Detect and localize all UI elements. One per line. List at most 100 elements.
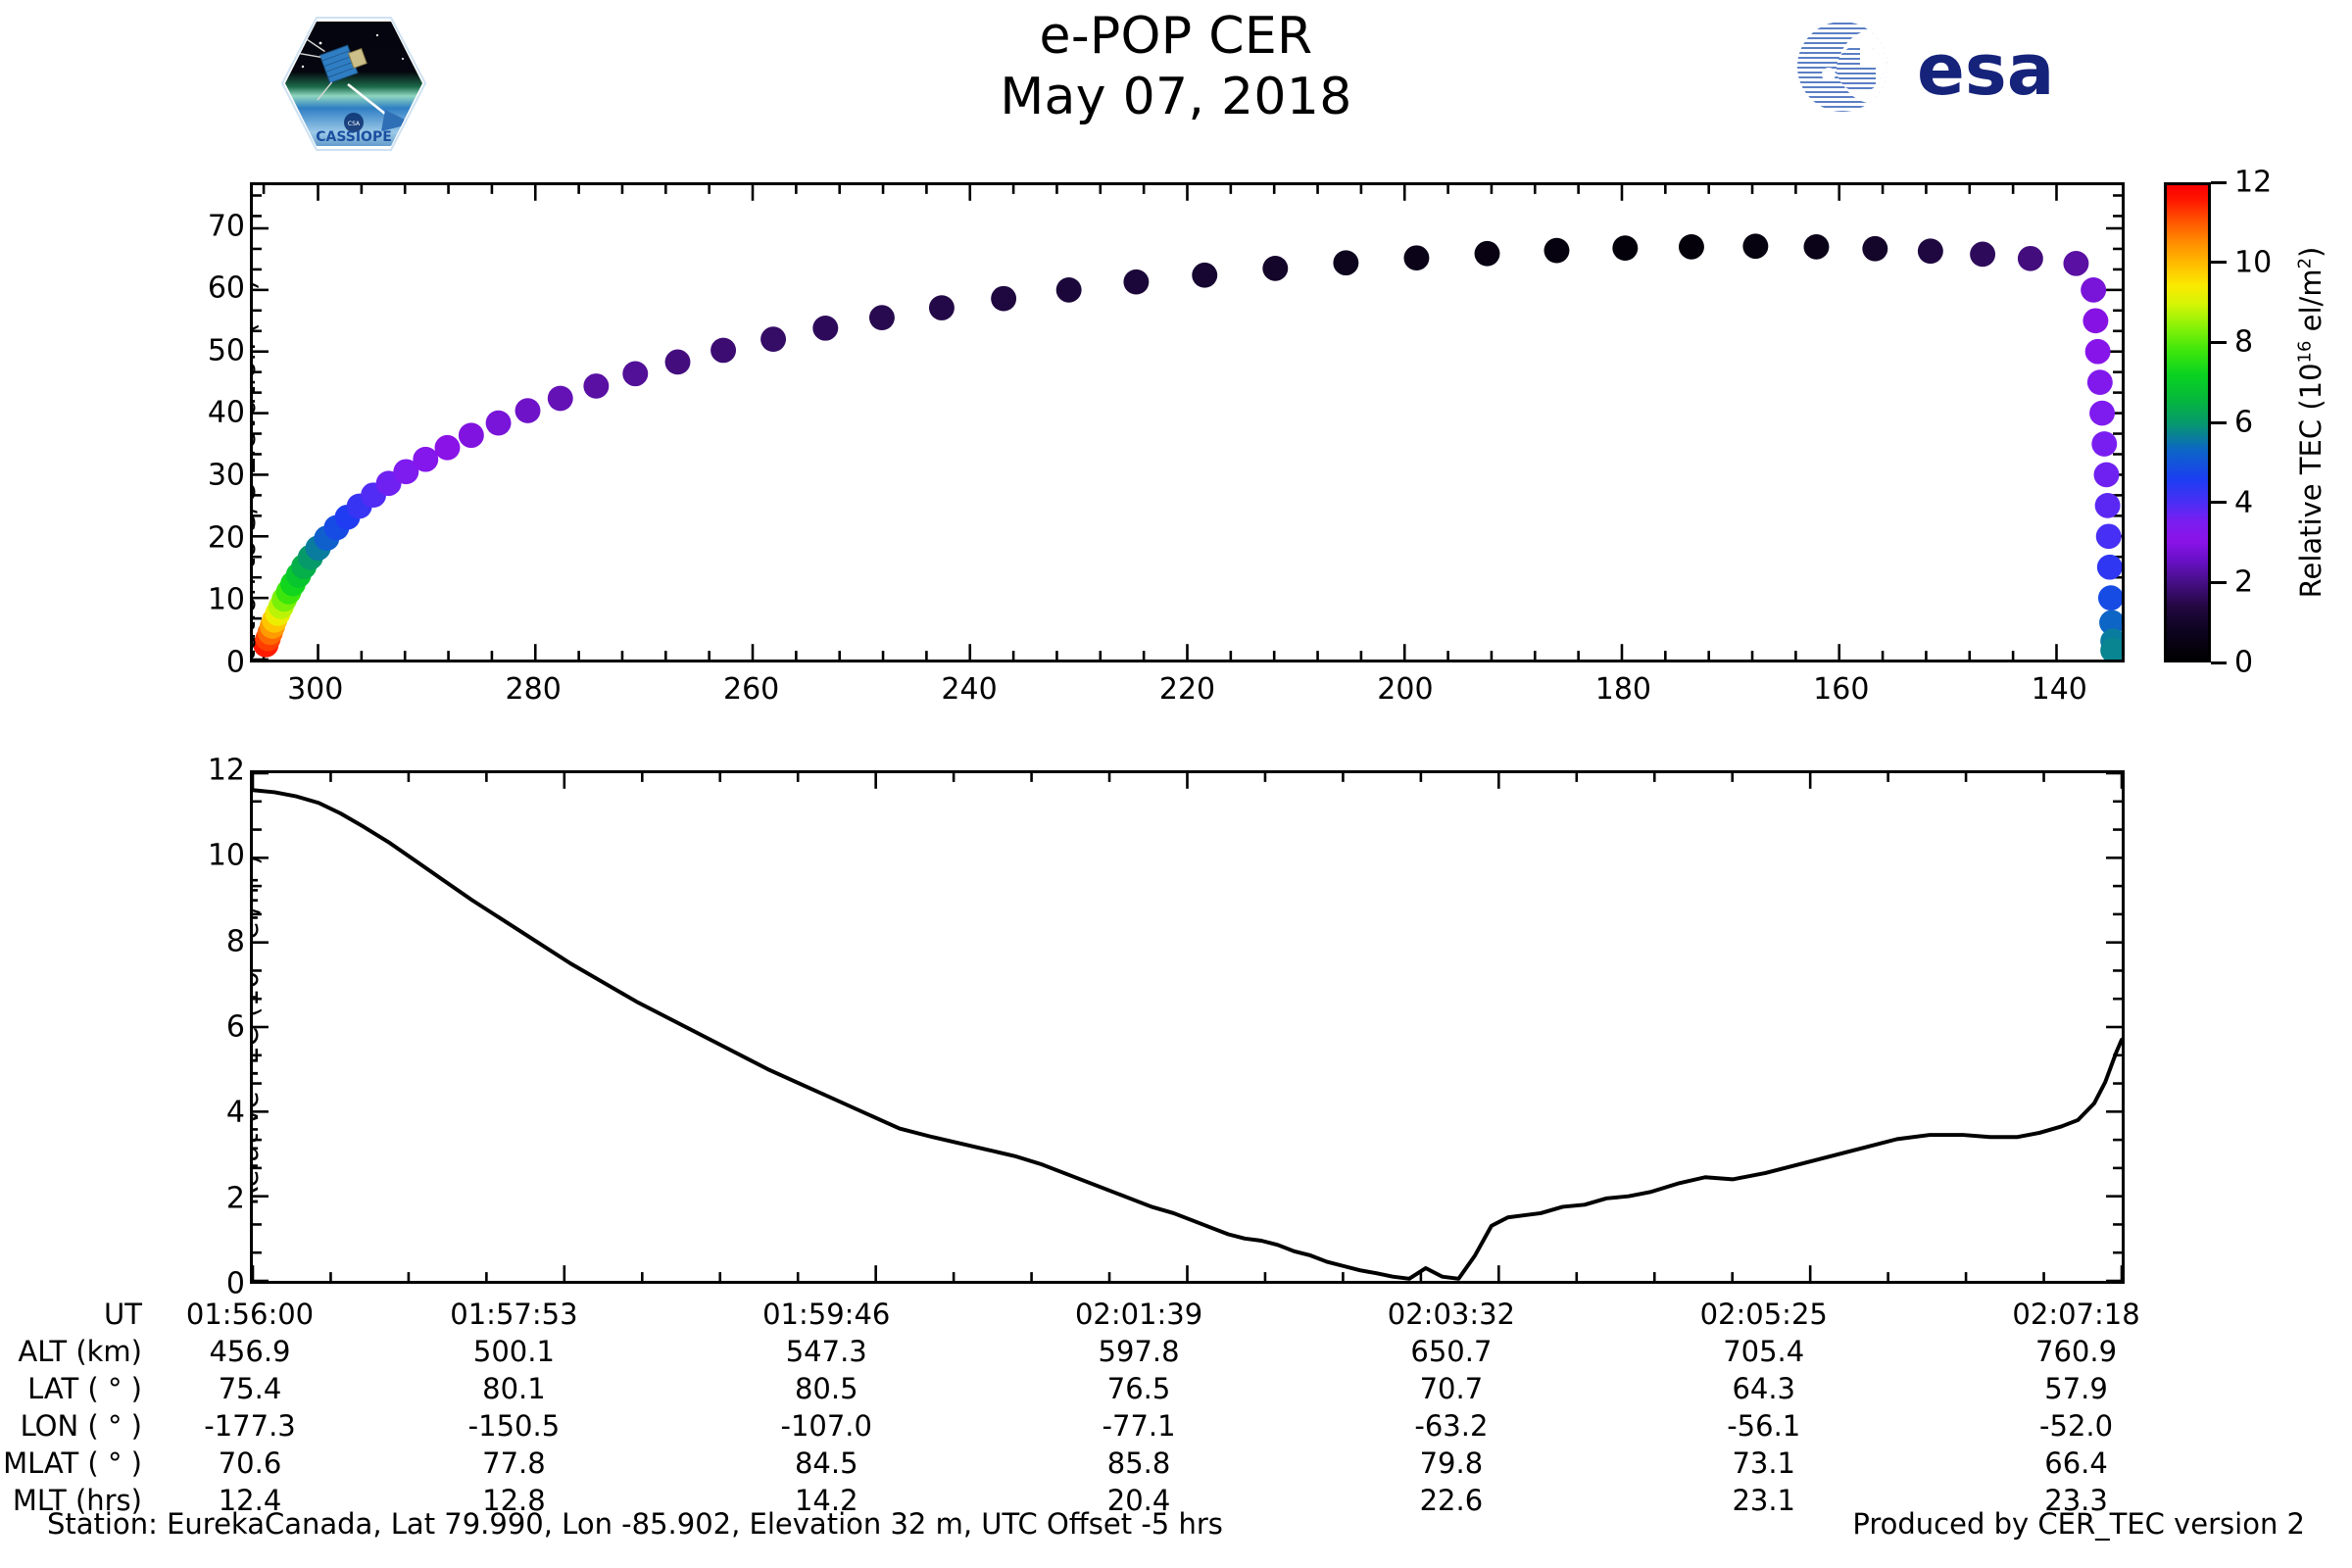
bottom-y-tick-label: 10 (207, 838, 245, 873)
top-y-tick-label: 50 (207, 333, 245, 368)
table-cell: 23.3 (2044, 1484, 2108, 1517)
bottom-y-tick-label: 2 (225, 1181, 245, 1216)
table-cell: -77.1 (1102, 1409, 1176, 1443)
page-subtitle-date: May 07, 2018 (1000, 68, 1352, 126)
table-row: LAT ( ° ) 75.4 80.1 80.5 76.5 70.7 64.3 57.9 (0, 1370, 2232, 1407)
top-y-tick-label: 70 (207, 209, 245, 244)
table-cell: 705.4 (1723, 1335, 1805, 1368)
table-cell: 80.1 (482, 1372, 546, 1405)
table-cell: 66.4 (2044, 1446, 2108, 1480)
colorbar-tick-label: 10 (2234, 245, 2273, 280)
cassiope-logo-caption: CASSIOPE (316, 129, 392, 145)
colorbar-tick-label: 6 (2234, 405, 2254, 440)
table-cell: 01:59:46 (762, 1298, 891, 1331)
table-cell: 70.7 (1419, 1372, 1484, 1405)
table-cell: 597.8 (1098, 1335, 1180, 1368)
top-x-tick-label: 240 (941, 672, 998, 707)
colorbar-tick-label: 2 (2234, 564, 2254, 600)
page-title: e-POP CER (1039, 7, 1313, 66)
table-row: MLT (hrs) 12.4 12.8 14.2 20.4 22.6 23.1 23.3 (0, 1482, 2232, 1519)
bottom-y-tick-label: 12 (207, 753, 245, 788)
colorbar-tick (2211, 261, 2227, 265)
table-cell: 76.5 (1106, 1372, 1171, 1405)
table-cell: 70.6 (218, 1446, 282, 1480)
table-cell: -150.5 (467, 1409, 561, 1443)
esa-logo: esa (1791, 18, 2076, 116)
esa-wordmark: esa (1917, 28, 2054, 111)
page-header: CSA CASSIOPE e-POP CER May 07, 2018 (0, 0, 2352, 167)
table-cell: 02:05:25 (1699, 1298, 1828, 1331)
top-x-tick-label: 140 (2031, 672, 2087, 707)
table-cell: 77.8 (482, 1446, 546, 1480)
colorbar-tick (2211, 501, 2227, 505)
top-x-tick-label: 280 (505, 672, 562, 707)
top-x-tick-label: 300 (287, 672, 344, 707)
table-cell: 456.9 (209, 1335, 291, 1368)
table-cell: 22.6 (1419, 1484, 1484, 1517)
table-cell: 75.4 (218, 1372, 282, 1405)
top-x-tick-label: 260 (722, 672, 780, 707)
title-block: e-POP CER May 07, 2018 (0, 6, 2352, 127)
colorbar-tick (2211, 340, 2227, 344)
table-cell: 85.8 (1106, 1446, 1171, 1480)
table-cell: 64.3 (1732, 1372, 1796, 1405)
table-cell: 02:07:18 (2012, 1298, 2140, 1331)
top-y-axis-label: Station to S/C Elevation ( ° ) (250, 279, 262, 662)
table-row: MLAT ( ° ) 70.6 77.8 84.5 85.8 79.8 73.1 66.4 (0, 1445, 2232, 1482)
table-cell: 760.9 (2035, 1335, 2118, 1368)
table-cell: -107.0 (780, 1409, 872, 1443)
elevation-azimuth-plot: Station to S/C Elevation ( ° ) Station t… (250, 182, 2125, 662)
table-cell: 57.9 (2044, 1372, 2108, 1405)
top-y-tick-label: 40 (207, 395, 245, 430)
colorbar-tick (2211, 180, 2227, 184)
bottom-y-tick-label: 0 (225, 1266, 245, 1301)
table-cell: -56.1 (1727, 1409, 1801, 1443)
table-row-label: MLAT ( ° ) (3, 1446, 142, 1480)
table-row-label: ALT (km) (18, 1335, 142, 1368)
table-cell: 01:56:00 (185, 1298, 315, 1331)
station-info-footer: Station: EurekaCanada, Lat 79.990, Lon -… (47, 1507, 1223, 1541)
table-row: UT 01:56:00 01:57:53 01:59:46 02:01:39 02:03:… (0, 1296, 2232, 1333)
colorbar-tick-label: 4 (2234, 485, 2254, 520)
table-cell: 14.2 (794, 1484, 858, 1517)
table-cell: 79.8 (1419, 1446, 1484, 1480)
table-cell: 20.4 (1106, 1484, 1171, 1517)
colorbar-tick (2211, 661, 2227, 664)
top-y-tick-label: 10 (207, 582, 245, 617)
cassiope-badge-text: CSA (348, 121, 361, 127)
top-y-tick-label: 20 (207, 520, 245, 556)
table-row-label: UT (104, 1298, 142, 1331)
table-row-label: LON ( ° ) (20, 1409, 142, 1443)
tec-time-series-plot: Relative TEC (1016 el/m2) (250, 770, 2125, 1284)
line-canvas (253, 773, 2122, 1281)
table-cell: 02:03:32 (1387, 1298, 1516, 1331)
table-cell: 23.1 (1732, 1484, 1796, 1517)
table-cell: 547.3 (785, 1335, 867, 1368)
colorbar-title: Relative TEC (1016 el/m2) (2294, 246, 2328, 599)
bottom-y-tick-label: 8 (225, 924, 245, 959)
colorbar-tick-label: 8 (2234, 324, 2254, 360)
ephemeris-table-body: UT 01:56:00 01:57:53 01:59:46 02:01:39 02:03:… (0, 1296, 2232, 1519)
top-x-tick-label: 220 (1158, 672, 1216, 707)
table-row: ALT (km) 456.9 500.1 547.3 597.8 650.7 705.4 76… (0, 1333, 2232, 1370)
scatter-canvas (253, 185, 2122, 660)
table-cell: 73.1 (1732, 1446, 1796, 1480)
table-cell: 12.8 (482, 1484, 546, 1517)
bottom-y-tick-label: 6 (225, 1009, 245, 1045)
table-row-label: MLT (hrs) (12, 1484, 142, 1517)
bottom-y-axis-label: Relative TEC (1016 el/m2) (250, 855, 265, 1206)
table-cell: 500.1 (472, 1335, 555, 1368)
ephemeris-table: UT 01:56:00 01:57:53 01:59:46 02:01:39 02:03:… (0, 1296, 2215, 1519)
colorbar-tick-label: 12 (2234, 165, 2273, 200)
table-cell: -177.3 (204, 1409, 296, 1443)
top-x-tick-label: 180 (1594, 672, 1652, 707)
table-cell: 650.7 (1410, 1335, 1493, 1368)
table-cell: -63.2 (1414, 1409, 1489, 1443)
colorbar-gradient (2164, 182, 2211, 662)
table-cell: 01:57:53 (450, 1298, 578, 1331)
colorbar-tick (2211, 580, 2227, 584)
table-cell: 12.4 (218, 1484, 282, 1517)
table-row-label: LAT ( ° ) (27, 1372, 142, 1405)
top-x-tick-label: 160 (1813, 672, 1870, 707)
